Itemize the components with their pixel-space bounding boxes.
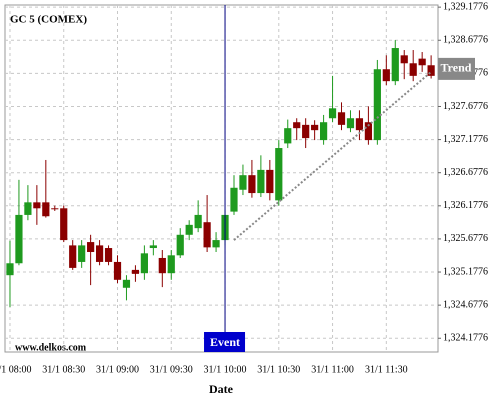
trend-label: Trend bbox=[441, 61, 472, 75]
watermark: www.delkos.com bbox=[15, 342, 87, 353]
candle-body bbox=[176, 234, 184, 256]
x-tick-label: 31/1 11:00 bbox=[311, 364, 354, 375]
candle-body bbox=[302, 124, 310, 139]
candle-body bbox=[319, 122, 328, 141]
x-tick-label: 31/1 08:00 bbox=[0, 364, 32, 375]
candle-body bbox=[87, 242, 95, 253]
candle-body bbox=[78, 245, 86, 262]
candle-body bbox=[328, 108, 337, 119]
candle-body bbox=[15, 214, 23, 264]
y-tick-label: 1,325.6776 bbox=[443, 233, 488, 244]
y-tick-label: 1,327.6776 bbox=[443, 101, 488, 112]
y-tick-label: 1,329.1776 bbox=[443, 1, 488, 12]
candle-body bbox=[194, 214, 202, 229]
candle-body bbox=[122, 279, 131, 288]
candle-body bbox=[131, 269, 140, 274]
y-tick-label: 1,328.6776 bbox=[443, 35, 488, 46]
candle-body bbox=[391, 48, 399, 82]
x-tick-label: 31/1 09:00 bbox=[96, 364, 139, 375]
candle-body bbox=[60, 208, 68, 241]
candle-body bbox=[149, 245, 157, 249]
candle-body bbox=[95, 245, 104, 262]
candle-body bbox=[284, 128, 292, 144]
x-tick-label: 31/1 09:30 bbox=[150, 364, 193, 375]
candle-body bbox=[311, 124, 319, 131]
candle-body bbox=[239, 175, 247, 190]
candle-body bbox=[364, 122, 372, 141]
chart-title: GC 5 (COMEX) bbox=[10, 14, 87, 26]
x-tick-label: 31/1 08:30 bbox=[42, 364, 85, 375]
candle-body bbox=[51, 208, 59, 210]
candle-body bbox=[400, 55, 408, 64]
x-tick-label: 31/1 11:30 bbox=[365, 364, 408, 375]
y-tick-label: 1,327.1776 bbox=[443, 134, 488, 145]
candle-body bbox=[257, 169, 265, 194]
candle-body bbox=[140, 253, 148, 274]
candle-body bbox=[248, 175, 256, 194]
x-axis-label: Date bbox=[209, 382, 234, 396]
candle-body bbox=[185, 224, 193, 235]
candle-body bbox=[346, 118, 355, 129]
candle-body bbox=[418, 58, 426, 66]
candle-body bbox=[104, 248, 113, 262]
candle-body bbox=[275, 148, 283, 201]
trend-line bbox=[233, 71, 432, 241]
candle-body bbox=[113, 261, 122, 280]
y-tick-label: 1,326.6776 bbox=[443, 167, 488, 178]
y-tick-label: 1,325.1776 bbox=[443, 266, 488, 277]
candle-body bbox=[158, 257, 166, 274]
candle-body bbox=[33, 202, 41, 209]
y-tick-label: 1,324.1776 bbox=[443, 333, 488, 344]
candle-body bbox=[382, 69, 390, 82]
candle-body bbox=[6, 263, 14, 276]
candle-body bbox=[293, 122, 301, 129]
candle-body bbox=[212, 240, 220, 248]
trend-label-box bbox=[438, 57, 475, 80]
candle-body bbox=[203, 222, 211, 248]
candle-body bbox=[24, 202, 32, 215]
plot-area bbox=[4, 4, 439, 353]
candle-body bbox=[42, 202, 50, 217]
candle-body bbox=[230, 187, 238, 212]
candle-body bbox=[373, 69, 381, 141]
candle-body bbox=[266, 169, 274, 194]
event-label: Event bbox=[210, 335, 240, 349]
event-label-box bbox=[204, 332, 246, 352]
candle-body bbox=[337, 112, 346, 125]
y-tick-label: 1,326.1776 bbox=[443, 200, 488, 211]
candle-body bbox=[167, 255, 175, 274]
candle-body bbox=[409, 63, 417, 76]
candle-body bbox=[69, 245, 77, 268]
candle-body bbox=[427, 65, 435, 76]
candle-body bbox=[355, 118, 364, 131]
x-tick-label: 31/1 10:00 bbox=[203, 364, 246, 375]
x-tick-label: 31/1 10:30 bbox=[257, 364, 300, 375]
y-tick-label: 1,324.6776 bbox=[443, 299, 488, 310]
